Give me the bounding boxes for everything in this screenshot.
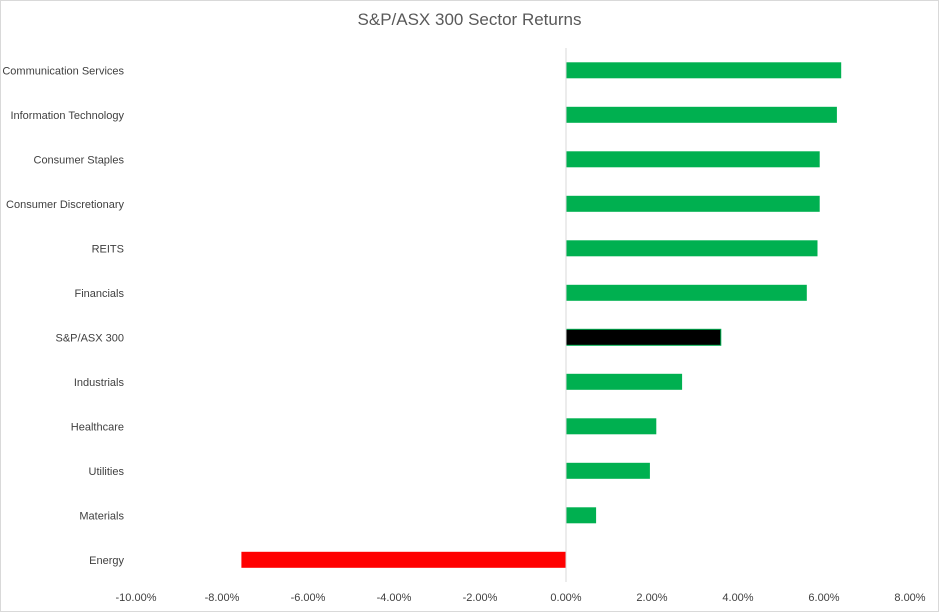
bar-reits (566, 240, 818, 257)
bar-consumer-discretionary (566, 195, 820, 212)
category-labels: Communication Services Information Techno… (2, 65, 125, 567)
bar-information-technology (566, 106, 837, 123)
x-tick-label: 6.00% (808, 592, 839, 604)
bar-materials (566, 507, 597, 524)
bar-s-p-asx-300 (565, 328, 722, 346)
chart-title: S&P/ASX 300 Sector Returns (357, 10, 582, 29)
bars-group (241, 62, 842, 568)
category-label: Utilities (89, 466, 125, 478)
category-label: Information Technology (10, 110, 124, 122)
x-tick-label: -10.00% (116, 592, 157, 604)
x-tick-label: 0.00% (550, 592, 581, 604)
category-label: Financials (74, 288, 124, 300)
x-tick-label: -8.00% (205, 592, 240, 604)
x-tick-label: -6.00% (291, 592, 326, 604)
x-tick-label: 2.00% (636, 592, 667, 604)
category-label: Energy (89, 555, 124, 567)
category-label: S&P/ASX 300 (56, 332, 125, 344)
category-label: Healthcare (71, 421, 124, 433)
category-label: Industrials (74, 377, 125, 389)
bar-utilities (566, 462, 650, 479)
x-tick-label: -2.00% (463, 592, 498, 604)
category-label: REITS (92, 243, 124, 255)
category-label: Consumer Discretionary (6, 199, 124, 211)
x-tick-label: 4.00% (722, 592, 753, 604)
x-tick-label: 8.00% (894, 592, 925, 604)
category-label: Communication Services (2, 65, 124, 77)
bar-financials (566, 284, 807, 301)
bar-healthcare (566, 418, 657, 435)
bar-consumer-staples (566, 151, 820, 168)
bar-industrials (566, 373, 683, 390)
category-label: Materials (79, 510, 124, 522)
bar-communication-services (566, 62, 842, 79)
bar-energy (241, 551, 566, 568)
x-tick-labels: -10.00% -8.00% -6.00% -4.00% -2.00% 0.00% 2.00… (116, 592, 926, 604)
x-tick-label: -4.00% (377, 592, 412, 604)
category-label: Consumer Staples (34, 154, 125, 166)
